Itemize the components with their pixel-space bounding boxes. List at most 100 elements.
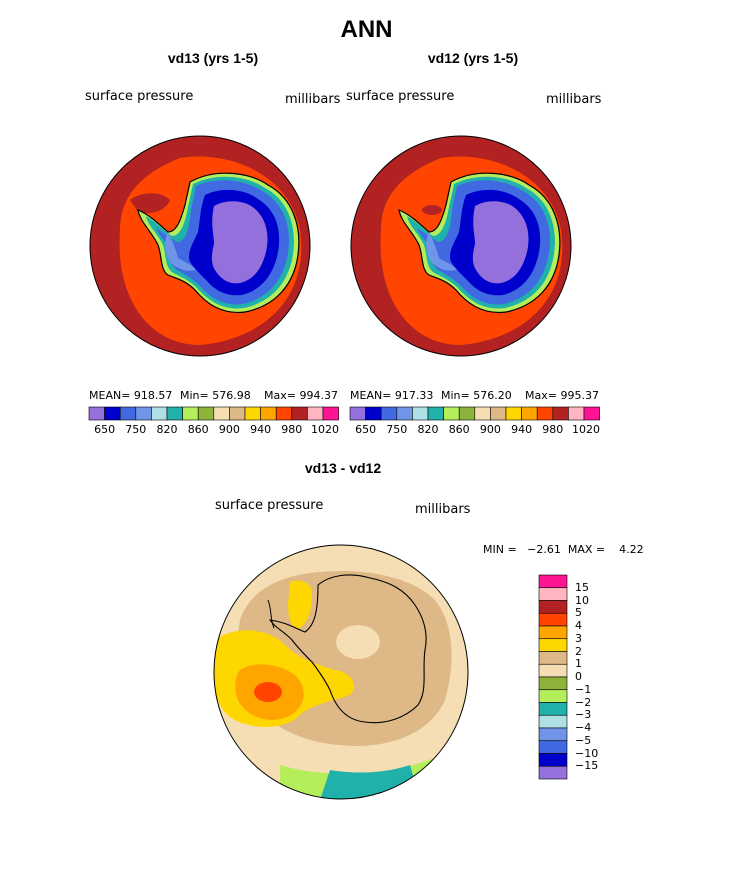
- panel-1-colorbar-swatch-12: [275, 406, 293, 421]
- panel-2-units-label: millibars: [546, 92, 602, 107]
- panel-1-colorbar-swatch-7: [197, 406, 215, 421]
- difference-map: [214, 545, 468, 799]
- panel-1-colorbar-swatch-13: [291, 406, 308, 421]
- panel-1-colorbar-swatch-2: [119, 406, 137, 421]
- difference-colorbar-swatch-2: [538, 600, 568, 614]
- panel-1-colorbar-swatch-8: [213, 406, 230, 421]
- difference-colorbar-tick-label: −2: [575, 695, 592, 709]
- panel-2-colorbar-swatch-14: [568, 406, 585, 421]
- difference-colorbar-swatch-15: [538, 765, 568, 780]
- panel-1-colorbar-swatch-5: [166, 406, 183, 421]
- difference-colorbar-swatch-10: [538, 702, 568, 716]
- panel-1-mean: MEAN= 918.57: [89, 389, 173, 402]
- difference-colorbar-swatch-7: [538, 663, 568, 678]
- difference-colorbar-swatch-8: [538, 676, 568, 691]
- difference-colorbar-tick-label: −10: [575, 746, 599, 760]
- panel-1-variable-label: surface pressure: [85, 89, 194, 104]
- panel-2-colorbar-swatch-7: [458, 406, 476, 421]
- difference-colorbar-swatch-14: [538, 753, 568, 767]
- panel-1-colorbar-swatch-14: [307, 406, 324, 421]
- panel-2-colorbar-swatch-3: [396, 406, 413, 421]
- panel-2-colorbar-swatch-15: [583, 406, 600, 421]
- panel-2-colorbar-tick-label: 980: [542, 423, 564, 436]
- difference-variable-label: surface pressure: [215, 498, 324, 513]
- panel-1-colorbar-swatch-15: [322, 406, 339, 421]
- panel-2-colorbar-tick-label: 820: [417, 423, 439, 436]
- panel-2-colorbar-swatch-0: [349, 406, 366, 421]
- panel-1-colorbar-tick-label: 820: [156, 423, 178, 436]
- panel-2-mean: MEAN= 917.33: [350, 389, 434, 402]
- difference-map-border: [213, 544, 469, 800]
- difference-min-max: MIN = −2.61 MAX = 4.22: [483, 543, 644, 556]
- panel-1-colorbar-swatch-6: [182, 406, 199, 421]
- difference-colorbar-swatch-6: [538, 651, 568, 665]
- panel-1-colorbar-tick-label: 650: [94, 423, 116, 436]
- panel-1-colorbar: [88, 406, 339, 421]
- panel-2-colorbar-tick-label: 860: [448, 423, 470, 436]
- panel-2-colorbar-swatch-1: [365, 406, 382, 421]
- panel-1-colorbar-swatch-11: [260, 406, 277, 421]
- figure-title: ANN: [340, 16, 393, 43]
- panel-1-colorbar-swatch-3: [135, 406, 152, 421]
- difference-colorbar-tick-label: −3: [575, 708, 592, 722]
- difference-colorbar-swatch-9: [538, 689, 568, 703]
- panel-2-colorbar: [349, 406, 600, 421]
- panel-1-colorbar-swatch-0: [88, 406, 105, 421]
- panel-2-colorbar-swatch-2: [380, 406, 398, 421]
- difference-colorbar-tick-label: −15: [575, 759, 599, 773]
- difference-colorbar-swatch-4: [538, 625, 568, 640]
- difference-colorbar-tick-label: 15: [575, 580, 589, 594]
- panel-2-variable-label: surface pressure: [346, 89, 455, 104]
- panel-1-map: [90, 136, 310, 356]
- panel-2-colorbar-swatch-5: [427, 406, 444, 421]
- difference-colorbar-tick-label: −5: [575, 733, 592, 747]
- difference-title: vd13 - vd12: [304, 460, 382, 476]
- difference-colorbar-tick-label: 0: [575, 670, 582, 683]
- panel-2-colorbar-swatch-13: [552, 406, 569, 421]
- panel-1-colorbar-tick-label: 1020: [311, 423, 339, 436]
- panel-2-colorbar-swatch-8: [474, 406, 491, 421]
- panel-2-colorbar-swatch-9: [490, 406, 507, 421]
- panel-1-colorbar-tick-label: 750: [125, 423, 147, 436]
- panel-2-map: [351, 136, 571, 356]
- panel-2-colorbar-swatch-12: [536, 406, 554, 421]
- panel-1-min: Min= 576.98: [180, 389, 251, 402]
- difference-units-label: millibars: [415, 502, 471, 517]
- panel-2-title: vd12 (yrs 1-5): [427, 50, 519, 66]
- panel-1-colorbar-tick-label: 860: [187, 423, 209, 436]
- panel-2-colorbar-tick-label: 750: [386, 423, 408, 436]
- panel-1-units-label: millibars: [285, 92, 341, 107]
- panel-1-colorbar-tick-label: 900: [218, 423, 240, 436]
- difference-colorbar-tick-label: 10: [575, 593, 589, 607]
- difference-colorbar-tick-label: 5: [575, 606, 582, 620]
- panel-2-colorbar-swatch-10: [505, 406, 522, 421]
- difference-colorbar-swatch-12: [538, 727, 568, 742]
- difference-colorbar-tick-label: 1: [575, 657, 582, 671]
- panel-2-colorbar-tick-label: 940: [511, 423, 533, 436]
- panel-1-colorbar-tick-label: 980: [281, 423, 303, 436]
- difference-colorbar-swatch-1: [538, 587, 568, 601]
- panel-2-colorbar-tick-label: 650: [355, 423, 377, 436]
- difference-colorbar-tick-label: 3: [575, 631, 582, 645]
- difference-colorbar-swatch-11: [538, 714, 568, 729]
- panel-1-colorbar-swatch-4: [151, 406, 168, 421]
- difference-colorbar-swatch-13: [538, 740, 568, 754]
- panel-1-title: vd13 (yrs 1-5): [167, 50, 259, 66]
- difference-colorbar-tick-label: −1: [575, 682, 592, 696]
- panel-1-colorbar-tick-label: 940: [250, 423, 272, 436]
- panel-2-colorbar-tick-label: 900: [479, 423, 501, 436]
- panel-2-map-border: [350, 135, 572, 357]
- difference-colorbar-tick-label: −4: [575, 721, 592, 734]
- difference-colorbar-tick-label: 2: [575, 644, 582, 658]
- panel-2-min: Min= 576.20: [441, 389, 512, 402]
- panel-2-colorbar-tick-label: 1020: [572, 423, 600, 436]
- panel-1-map-border: [89, 135, 311, 357]
- panel-2-colorbar-swatch-11: [521, 406, 538, 421]
- panel-2-colorbar-swatch-6: [443, 406, 460, 421]
- panel-1-colorbar-swatch-10: [244, 406, 261, 421]
- panel-1-colorbar-swatch-1: [104, 406, 121, 421]
- panel-2-max: Max= 995.37: [525, 389, 599, 402]
- panel-2-colorbar-swatch-4: [412, 406, 429, 421]
- difference-colorbar: [538, 574, 568, 780]
- difference-colorbar-swatch-5: [538, 638, 568, 652]
